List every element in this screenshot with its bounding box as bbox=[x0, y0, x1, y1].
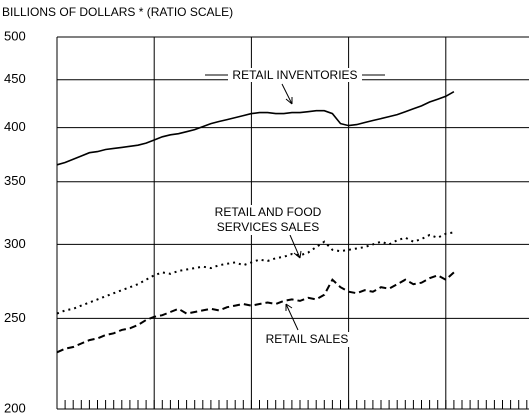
inventories-label-box: RETAIL INVENTORIES bbox=[205, 68, 385, 83]
y-tick-label: 450 bbox=[4, 71, 26, 86]
y-tick-label: 350 bbox=[4, 173, 26, 188]
annotation: RETAIL INVENTORIES bbox=[228, 68, 362, 82]
annotation: RETAIL AND FOOD SERVICES SALES bbox=[198, 205, 338, 235]
line-series bbox=[56, 271, 455, 354]
y-tick-label: 400 bbox=[4, 119, 26, 134]
annotation-line bbox=[289, 234, 302, 259]
annotation-line bbox=[281, 83, 293, 105]
y-tick-label: 250 bbox=[4, 310, 26, 325]
line-series bbox=[56, 91, 455, 166]
annotation-line bbox=[285, 303, 299, 331]
chart-title: BILLIONS OF DOLLARS * (RATIO SCALE) bbox=[2, 5, 233, 19]
annotation: RETAIL SALES bbox=[262, 332, 352, 347]
y-tick-label: 500 bbox=[4, 28, 26, 43]
y-tick-label: 200 bbox=[4, 400, 26, 415]
y-tick-label: 300 bbox=[4, 236, 26, 251]
